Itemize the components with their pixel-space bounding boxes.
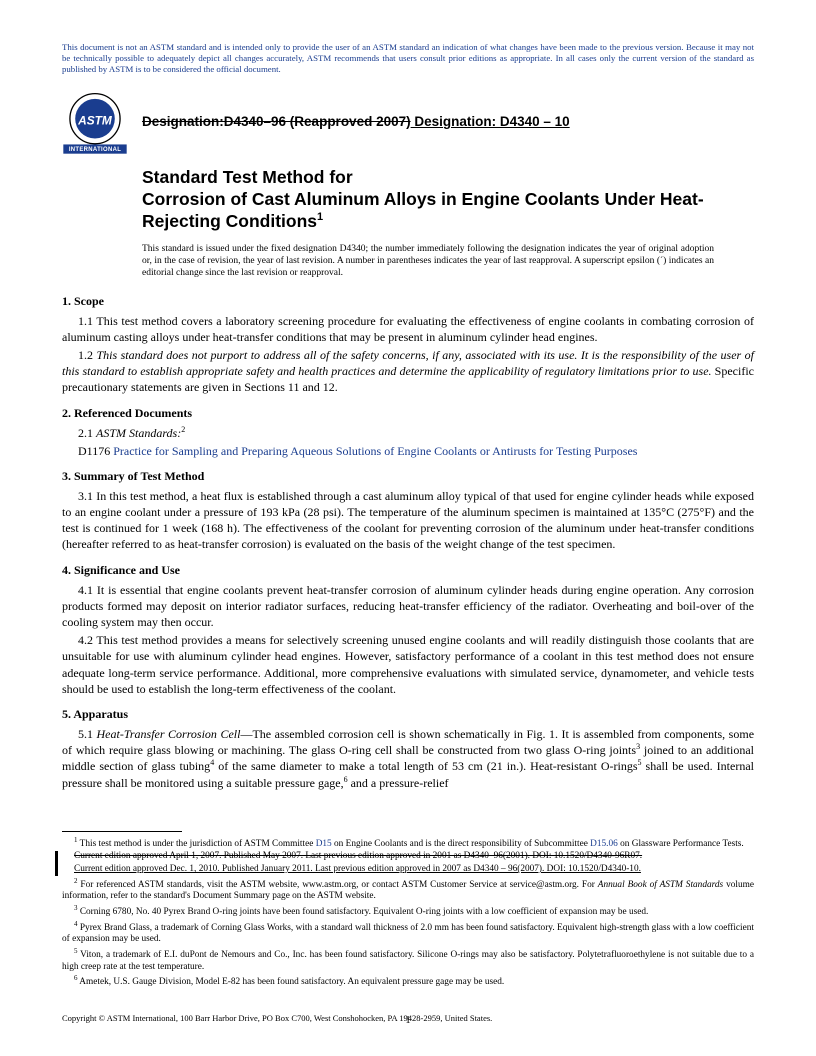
link-d1506[interactable]: D15.06 (590, 839, 618, 849)
footnote-rule (62, 831, 182, 832)
para-1-1: 1.1 This test method covers a laboratory… (62, 313, 754, 345)
footnote-6: 6 Ametek, U.S. Gauge Division, Model E-8… (62, 974, 754, 989)
section-3-head: 3. Summary of Test Method (62, 469, 754, 484)
page-number: 1 (0, 1014, 816, 1026)
section-2-head: 2. Referenced Documents (62, 406, 754, 421)
section-5-head: 5. Apparatus (62, 707, 754, 722)
section-1-head: 1. Scope (62, 294, 754, 309)
title-block: Standard Test Method for Corrosion of Ca… (142, 167, 754, 233)
footnotes-block: 1 This test method is under the jurisdic… (62, 836, 754, 989)
top-disclaimer: This document is not an ASTM standard an… (62, 42, 754, 75)
ref-d1176: D1176 Practice for Sampling and Preparin… (78, 443, 754, 459)
footnote-edition-old: Current edition approved April 1, 2007. … (62, 851, 754, 863)
para-4-1: 4.1 It is essential that engine coolants… (62, 582, 754, 631)
footnote-5: 5 Viton, a trademark of E.I. duPont de N… (62, 947, 754, 973)
para-1-2: 1.2 This standard does not purport to ad… (62, 347, 754, 396)
section-4-head: 4. Significance and Use (62, 563, 754, 578)
designation-old: Designation:D4340–96 (Reapproved 2007) (142, 114, 411, 129)
designation-line: Designation:D4340–96 (Reapproved 2007) D… (142, 114, 570, 129)
designation-new: Designation: D4340 – 10 (411, 114, 570, 129)
para-3-1: 3.1 In this test method, a heat flux is … (62, 488, 754, 553)
astm-logo: ASTM INTERNATIONAL (62, 89, 128, 155)
title-line1: Standard Test Method for (142, 167, 353, 187)
footnote-edition-new: Current edition approved Dec. 1, 2010. P… (62, 864, 754, 876)
footnote-4: 4 Pyrex Brand Glass, a trademark of Corn… (62, 920, 754, 946)
para-5-1: 5.1 Heat-Transfer Corrosion Cell—The ass… (62, 726, 754, 791)
link-d15[interactable]: D15 (316, 839, 332, 849)
para-2-1: 2.1 ASTM Standards:2 (62, 425, 754, 441)
header-row: ASTM INTERNATIONAL Designation:D4340–96 … (62, 89, 754, 155)
title-line2: Corrosion of Cast Aluminum Alloys in Eng… (142, 189, 704, 231)
link-d1176[interactable]: Practice for Sampling and Preparing Aque… (113, 444, 637, 458)
footnote-3: 3 Corning 6780, No. 40 Pyrex Brand O-rin… (62, 904, 754, 919)
svg-text:INTERNATIONAL: INTERNATIONAL (69, 147, 121, 153)
issuance-note: This standard is issued under the fixed … (142, 243, 714, 280)
footnote-1: 1 This test method is under the jurisdic… (62, 836, 754, 851)
footnote-2: 2 For referenced ASTM standards, visit t… (62, 877, 754, 903)
title-superscript: 1 (317, 211, 323, 223)
svg-text:ASTM: ASTM (77, 114, 113, 128)
revision-change-bar: Current edition approved April 1, 2007. … (55, 851, 754, 875)
para-4-2: 4.2 This test method provides a means fo… (62, 632, 754, 697)
